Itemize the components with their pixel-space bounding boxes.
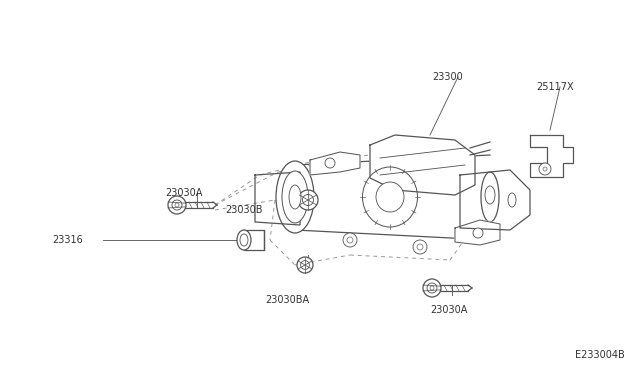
Polygon shape xyxy=(530,135,573,177)
Text: 23030A: 23030A xyxy=(430,305,467,315)
Circle shape xyxy=(423,279,441,297)
Circle shape xyxy=(297,257,313,273)
Polygon shape xyxy=(255,172,300,225)
Circle shape xyxy=(303,195,314,205)
Circle shape xyxy=(343,233,357,247)
Circle shape xyxy=(417,244,423,250)
Circle shape xyxy=(298,190,318,210)
Circle shape xyxy=(172,200,182,210)
Ellipse shape xyxy=(237,230,251,250)
Circle shape xyxy=(347,237,353,243)
Polygon shape xyxy=(460,170,530,230)
Circle shape xyxy=(473,228,483,238)
Bar xyxy=(244,230,264,250)
Circle shape xyxy=(175,203,179,207)
Ellipse shape xyxy=(362,167,417,227)
Ellipse shape xyxy=(485,186,495,204)
Text: 23316: 23316 xyxy=(52,235,83,245)
Text: 23030A: 23030A xyxy=(165,188,202,198)
Text: 23030BA: 23030BA xyxy=(265,295,309,305)
Ellipse shape xyxy=(276,161,314,233)
Circle shape xyxy=(301,261,309,269)
Text: 23300: 23300 xyxy=(432,72,463,82)
Text: 23030B: 23030B xyxy=(225,205,262,215)
Ellipse shape xyxy=(481,172,499,222)
Polygon shape xyxy=(370,135,475,195)
Circle shape xyxy=(543,167,547,171)
Circle shape xyxy=(427,283,437,293)
Ellipse shape xyxy=(376,182,404,212)
Text: 25117X: 25117X xyxy=(536,82,573,92)
Ellipse shape xyxy=(240,234,248,246)
Polygon shape xyxy=(455,220,500,245)
Circle shape xyxy=(325,158,335,168)
Polygon shape xyxy=(310,152,360,175)
Ellipse shape xyxy=(289,185,301,209)
Circle shape xyxy=(168,196,186,214)
Circle shape xyxy=(539,163,551,175)
Circle shape xyxy=(430,286,434,290)
Ellipse shape xyxy=(508,193,516,207)
Ellipse shape xyxy=(282,171,308,223)
Text: E233004B: E233004B xyxy=(575,350,625,360)
Circle shape xyxy=(413,240,427,254)
